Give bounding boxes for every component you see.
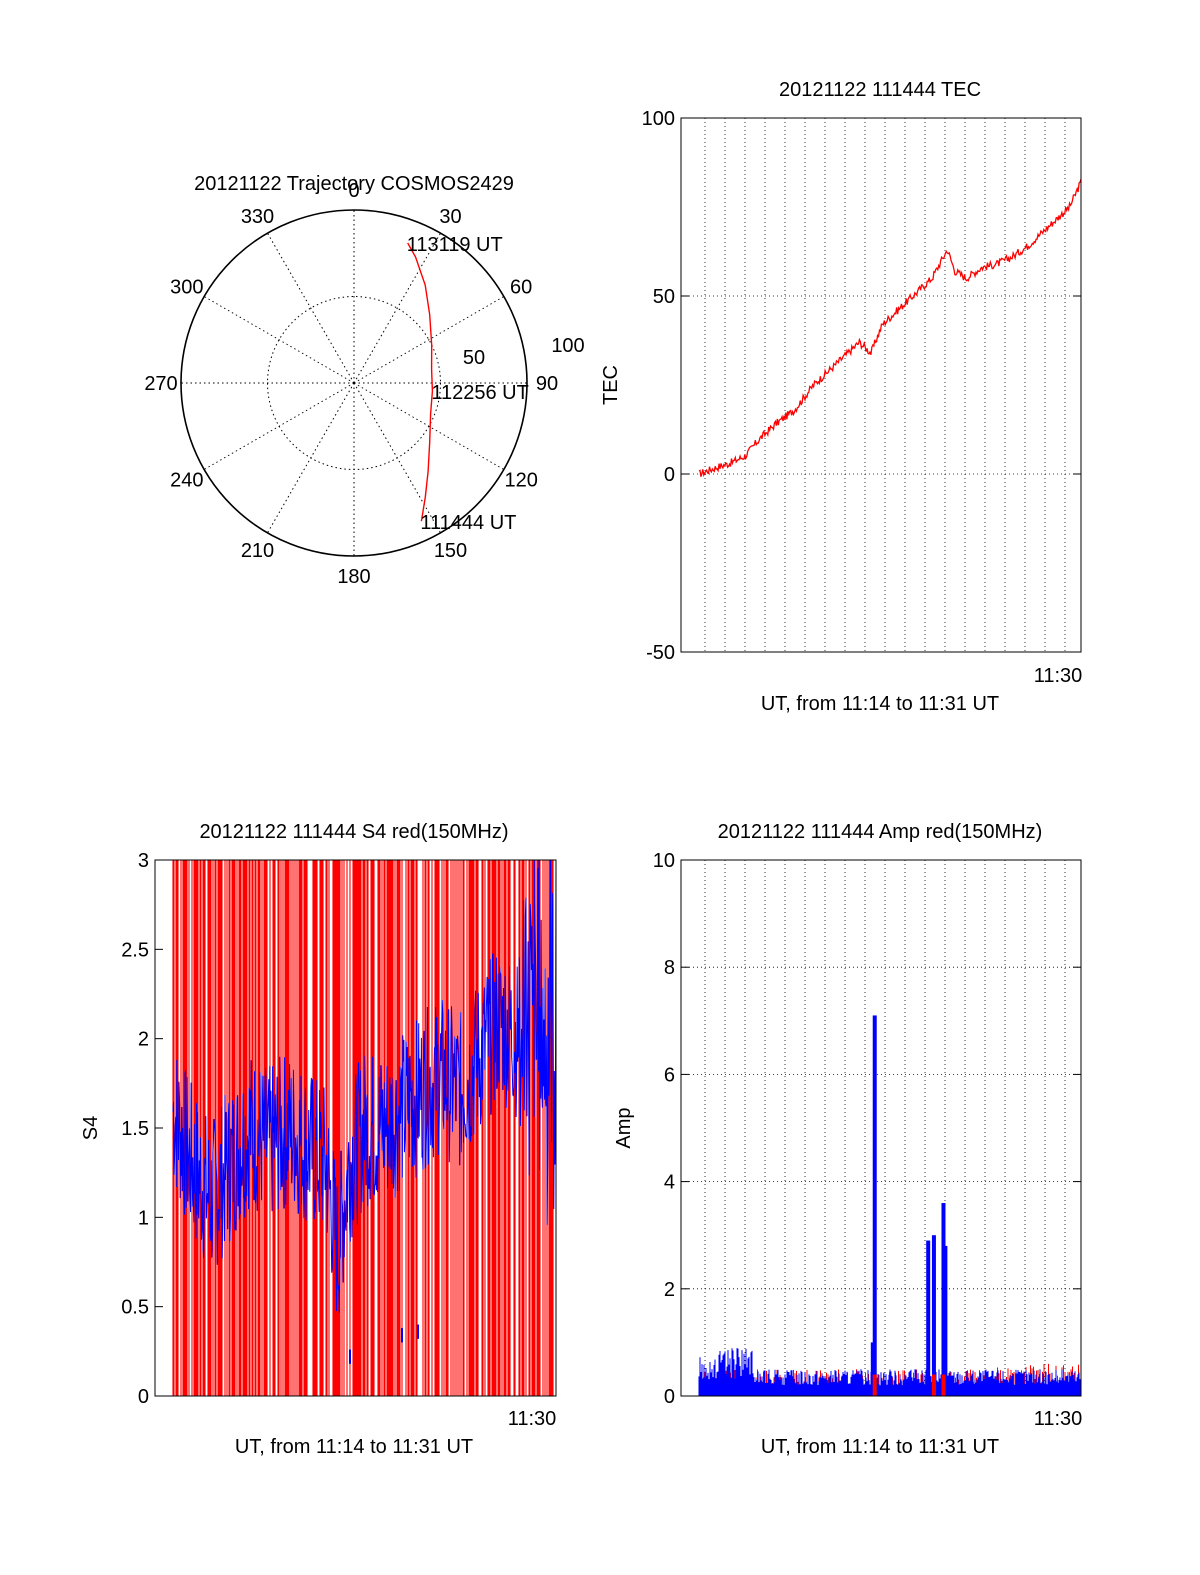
- s4-blue-series: [172, 859, 557, 1364]
- polar-spoke: [353, 296, 505, 384]
- amp-chart: 20121122 111444 Amp red(150MHz) 0246810 …: [613, 821, 1082, 1458]
- s4-blue-line: [172, 859, 557, 1313]
- amp-blue-spike: [870, 1342, 875, 1396]
- polar-trajectory: [407, 242, 434, 522]
- polar-angle-label: 330: [241, 206, 274, 228]
- polar-spoke: [353, 382, 441, 534]
- polar-chart: 20121122 Trajectory COSMOS2429 0 30 60 90 12…: [144, 173, 584, 588]
- polar-angle-label: 0: [348, 180, 359, 202]
- polar-radial-label: 50: [463, 347, 485, 369]
- polar-angle-label: 150: [434, 540, 467, 562]
- polar-title: 20121122 Trajectory COSMOS2429: [194, 173, 514, 195]
- s4-y-tick-label: 1.5: [121, 1118, 149, 1140]
- s4-y-tick-label: 2.5: [121, 939, 149, 961]
- amp-grid: [681, 859, 1081, 1397]
- polar-annotation: 112256 UT: [431, 382, 528, 404]
- s4-y-tick-label: 0.5: [121, 1297, 149, 1319]
- amp-series: [698, 1015, 1081, 1396]
- tec-line: [698, 178, 1082, 478]
- polar-trajectory-line: [407, 242, 434, 522]
- polar-angle-label: 240: [170, 470, 203, 492]
- polar-spoke: [203, 296, 355, 384]
- polar-angle-label: 120: [504, 470, 537, 492]
- amp-y-tick-label: 0: [664, 1386, 675, 1408]
- amp-x-tick-label: 11:30: [1034, 1408, 1083, 1430]
- s4-x-tick-label: 11:30: [508, 1408, 557, 1430]
- amp-red-marker: [872, 1374, 877, 1396]
- amp-y-label: Amp: [613, 1107, 635, 1148]
- tec-y-tick-label: 100: [642, 108, 675, 130]
- tec-plot-frame: [680, 117, 1082, 653]
- polar-grid: [180, 209, 528, 557]
- tec-y-label: TEC: [600, 365, 622, 405]
- polar-radial-label: 100: [551, 335, 584, 357]
- polar-angle-label: 180: [337, 566, 370, 588]
- polar-angle-label: 270: [144, 373, 177, 395]
- polar-annotations: 113119 UT 112256 UT 111444 UT: [407, 234, 529, 534]
- tec-series: [698, 178, 1082, 478]
- amp-blue-spike: [943, 1245, 948, 1396]
- amp-y-tick-label: 4: [664, 1172, 675, 1194]
- polar-outer-circle: [180, 209, 528, 557]
- tec-x-tick-label: 11:30: [1034, 665, 1083, 687]
- s4-y-tick-label: 1: [138, 1207, 149, 1229]
- s4-chart: 20121122 111444 S4 red(150MHz) 0 0.5 1 1.5 2…: [80, 821, 557, 1458]
- polar-annotation: 113119 UT: [407, 234, 503, 256]
- s4-y-tick-label: 3: [138, 850, 149, 872]
- amp-y-tick-label: 8: [664, 957, 675, 979]
- tec-chart: 20121122 111444 TEC -50 0 50 100 11:30 UT, …: [600, 79, 1082, 715]
- polar-angle-label: 30: [439, 206, 461, 228]
- amp-plot-frame: [680, 859, 1082, 1397]
- polar-angle-labels: 0 30 60 90 120 150 180 210 240 270 300 330 50 100: [144, 180, 584, 588]
- amp-red-marker: [941, 1374, 946, 1396]
- amp-x-label: UT, from 11:14 to 11:31 UT: [761, 1436, 999, 1458]
- tec-title: 20121122 111444 TEC: [779, 79, 981, 101]
- polar-spoke: [353, 382, 505, 470]
- s4-y-tick-label: 0: [138, 1386, 149, 1408]
- polar-spoke: [267, 382, 355, 534]
- polar-angle-label: 60: [510, 277, 532, 299]
- amp-blue-spike: [926, 1240, 931, 1396]
- amp-blue-spike: [872, 1015, 877, 1396]
- tec-x-label: UT, from 11:14 to 11:31 UT: [761, 693, 999, 715]
- polar-angle-label: 210: [241, 540, 274, 562]
- tec-y-tick-label: 50: [653, 286, 675, 308]
- polar-spoke: [267, 232, 355, 384]
- s4-y-label: S4: [80, 1116, 102, 1140]
- polar-annotation: 111444 UT: [420, 512, 516, 534]
- tec-y-tick-labels: -50 0 50 100: [642, 108, 675, 664]
- tec-y-tick-label: 0: [664, 464, 675, 486]
- s4-y-tick-labels: 0 0.5 1 1.5 2 2.5 3: [121, 850, 163, 1408]
- tec-y-tick-label: -50: [646, 642, 675, 664]
- amp-red-marker: [931, 1374, 936, 1396]
- polar-spoke: [353, 232, 441, 384]
- s4-x-label: UT, from 11:14 to 11:31 UT: [235, 1436, 473, 1458]
- tec-grid: [681, 117, 1081, 653]
- amp-y-tick-label: 6: [664, 1064, 675, 1086]
- s4-y-tick-label: 2: [138, 1029, 149, 1051]
- s4-title: 20121122 111444 S4 red(150MHz): [199, 821, 508, 843]
- polar-angle-label: 300: [170, 277, 203, 299]
- polar-spoke: [203, 382, 355, 470]
- amp-title: 20121122 111444 Amp red(150MHz): [718, 821, 1043, 843]
- amp-y-tick-labels: 0 2 4 6 8 10: [653, 850, 675, 1408]
- polar-angle-label: 90: [536, 373, 558, 395]
- amp-y-tick-label: 2: [664, 1279, 675, 1301]
- amp-blue-spike: [931, 1235, 936, 1396]
- amp-y-tick-label: 10: [653, 850, 675, 872]
